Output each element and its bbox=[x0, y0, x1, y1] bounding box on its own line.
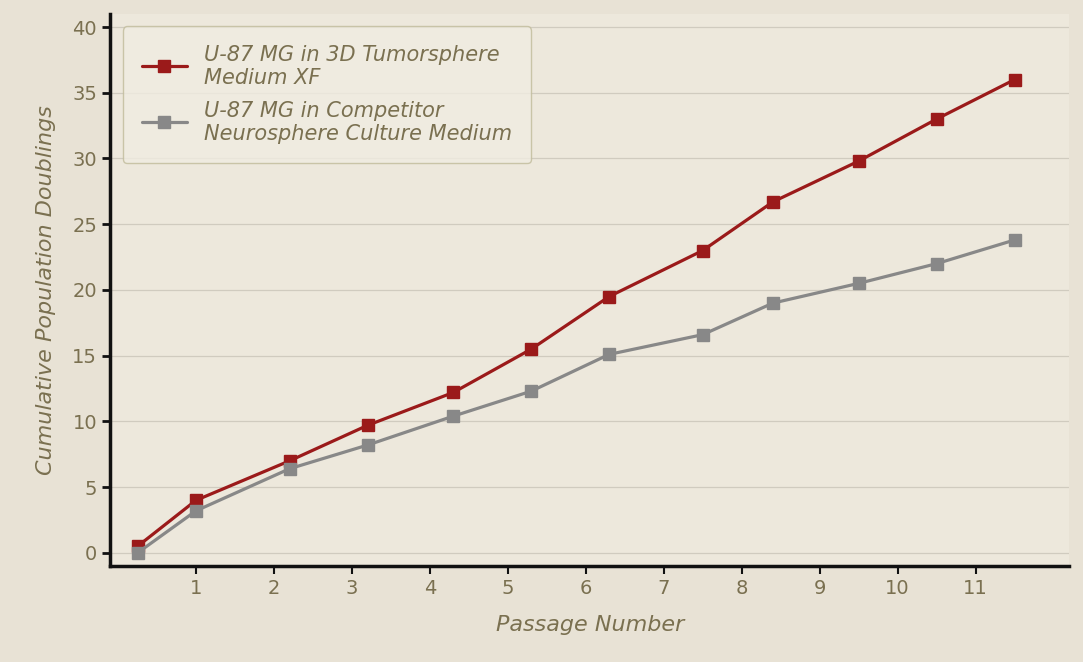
U-87 MG in Competitor
Neurosphere Culture Medium bbox=[1008, 236, 1021, 244]
U-87 MG in 3D Tumorsphere
Medium XF bbox=[767, 198, 780, 206]
U-87 MG in 3D Tumorsphere
Medium XF bbox=[602, 293, 615, 301]
U-87 MG in 3D Tumorsphere
Medium XF bbox=[361, 422, 374, 430]
U-87 MG in 3D Tumorsphere
Medium XF bbox=[131, 542, 144, 550]
U-87 MG in Competitor
Neurosphere Culture Medium bbox=[190, 507, 203, 515]
U-87 MG in Competitor
Neurosphere Culture Medium bbox=[930, 260, 943, 267]
U-87 MG in Competitor
Neurosphere Culture Medium bbox=[131, 549, 144, 557]
U-87 MG in 3D Tumorsphere
Medium XF bbox=[283, 457, 296, 465]
Line: U-87 MG in Competitor
Neurosphere Culture Medium: U-87 MG in Competitor Neurosphere Cultur… bbox=[131, 234, 1021, 559]
U-87 MG in Competitor
Neurosphere Culture Medium bbox=[696, 331, 709, 339]
U-87 MG in Competitor
Neurosphere Culture Medium bbox=[283, 465, 296, 473]
X-axis label: Passage Number: Passage Number bbox=[496, 615, 683, 635]
Y-axis label: Cumulative Population Doublings: Cumulative Population Doublings bbox=[36, 105, 55, 475]
U-87 MG in 3D Tumorsphere
Medium XF bbox=[190, 496, 203, 504]
U-87 MG in 3D Tumorsphere
Medium XF bbox=[447, 389, 460, 397]
U-87 MG in Competitor
Neurosphere Culture Medium bbox=[525, 387, 538, 395]
U-87 MG in Competitor
Neurosphere Culture Medium bbox=[852, 279, 865, 287]
U-87 MG in 3D Tumorsphere
Medium XF bbox=[930, 115, 943, 123]
U-87 MG in 3D Tumorsphere
Medium XF bbox=[525, 345, 538, 353]
U-87 MG in Competitor
Neurosphere Culture Medium bbox=[602, 350, 615, 358]
Line: U-87 MG in 3D Tumorsphere
Medium XF: U-87 MG in 3D Tumorsphere Medium XF bbox=[131, 73, 1021, 553]
U-87 MG in 3D Tumorsphere
Medium XF bbox=[852, 157, 865, 165]
U-87 MG in Competitor
Neurosphere Culture Medium bbox=[447, 412, 460, 420]
U-87 MG in 3D Tumorsphere
Medium XF bbox=[696, 246, 709, 254]
Legend: U-87 MG in 3D Tumorsphere
Medium XF, U-87 MG in Competitor
Neurosphere Culture M: U-87 MG in 3D Tumorsphere Medium XF, U-8… bbox=[122, 26, 531, 163]
U-87 MG in Competitor
Neurosphere Culture Medium bbox=[361, 441, 374, 449]
U-87 MG in Competitor
Neurosphere Culture Medium bbox=[767, 299, 780, 307]
U-87 MG in 3D Tumorsphere
Medium XF bbox=[1008, 75, 1021, 83]
